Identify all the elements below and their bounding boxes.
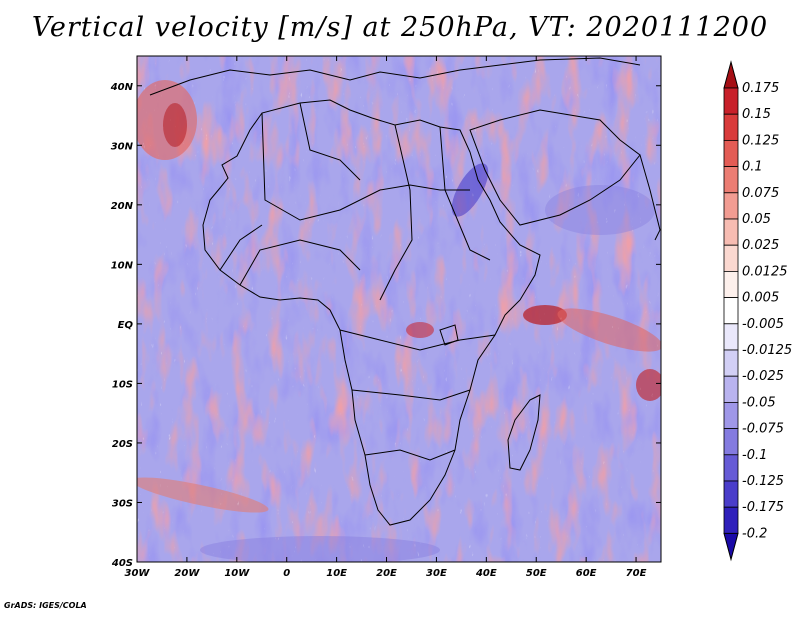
border-line (299, 102, 361, 181)
y-tick-label: 20N (111, 201, 134, 212)
colorbar-label: -0.2 (742, 526, 767, 541)
colorbar-segment (723, 401, 739, 429)
plot-frame (136, 55, 662, 563)
colorbar-label: -0.0125 (742, 343, 792, 358)
lake-victoria (439, 324, 459, 346)
y-tick-label: 10N (111, 260, 134, 271)
colorbar-segment (723, 506, 739, 534)
grads-credit: GrADS: IGES/COLA (4, 601, 87, 610)
colorbar-label: 0.025 (742, 238, 779, 253)
colorbar-label: 0.1 (742, 160, 763, 175)
y-tick-label: EQ (118, 320, 134, 331)
colorbar-label: 0.175 (742, 81, 779, 96)
colorbar-segment (723, 139, 739, 167)
x-tick-label: 20W (174, 568, 200, 579)
colorbar-label: -0.005 (742, 317, 784, 332)
colorbar-segment (723, 113, 739, 141)
x-tick-label: 30E (426, 568, 447, 579)
x-tick-label: 20E (376, 568, 397, 579)
border-line (261, 112, 470, 221)
border-line (239, 239, 361, 286)
colorbar-label: 0.15 (742, 107, 771, 122)
border-line (364, 449, 456, 461)
colorbar-bottom-arrow (723, 532, 739, 562)
colorbar-label: 0.075 (742, 186, 779, 201)
y-axis-labels: 40N 30N 20N 10N EQ 10S 20S 30S 40S (110, 82, 134, 569)
y-tick-label: 20S (112, 439, 133, 450)
colorbar-label: -0.075 (742, 422, 784, 437)
x-tick-label: 50E (526, 568, 547, 579)
colorbar-segment (723, 192, 739, 220)
y-tick-label: 30S (112, 498, 133, 509)
y-tick-label: 40N (110, 82, 134, 93)
border-line (351, 389, 471, 401)
colorbar-label: -0.025 (742, 369, 784, 384)
x-tick-label: 10W (224, 568, 250, 579)
x-tick-label: 70E (626, 568, 647, 579)
axis-ticks (136, 56, 661, 563)
border-line (219, 224, 263, 271)
y-tick-label: 10S (112, 379, 133, 390)
border-line (439, 126, 491, 261)
coastline-borders (149, 57, 661, 526)
colorbar-label: 0.05 (742, 212, 771, 227)
colorbar-segment (723, 323, 739, 351)
colorbar-segment (723, 375, 739, 403)
colorbar-segment (723, 454, 739, 482)
colorbar-segment (723, 270, 739, 298)
x-tick-label: 10E (326, 568, 347, 579)
x-tick-label: 0 (283, 568, 290, 579)
border-line (379, 124, 413, 301)
colorbar-segment (723, 218, 739, 246)
colorbar-segment (723, 428, 739, 456)
colorbar-segment (723, 349, 739, 377)
colorbar-segment (723, 244, 739, 272)
colorbar (723, 60, 739, 562)
colorbar-label: 0.0125 (742, 264, 788, 279)
colorbar-segment (723, 480, 739, 508)
arabia (469, 109, 641, 226)
colorbar-segment (723, 166, 739, 194)
x-tick-label: 60E (576, 568, 597, 579)
colorbar-labels: 0.175 0.15 0.125 0.1 0.075 0.05 0.025 0.0125 0.0… (742, 81, 792, 541)
colorbar-label: -0.1 (742, 448, 767, 463)
colorbar-label: -0.125 (742, 474, 784, 489)
europe-coast (149, 57, 641, 96)
india-coast (639, 154, 661, 241)
colorbar-top-arrow (723, 60, 739, 89)
africa-coastline (202, 99, 541, 526)
y-tick-label: 40S (111, 558, 133, 569)
x-tick-label: 30W (125, 568, 151, 579)
x-axis-labels: 30W 20W 10W 0 10E 20E 30E 40E 50E 60E 70E (125, 568, 647, 579)
colorbar-segment (723, 297, 739, 325)
velocity-field (137, 56, 661, 562)
map-title: Vertical velocity [m/s] at 250hPa, VT: 2… (31, 12, 769, 43)
colorbar-label: 0.125 (742, 133, 779, 148)
border-line (339, 329, 496, 351)
colorbar-label: 0.005 (742, 291, 779, 306)
madagascar (507, 394, 541, 471)
colorbar-segment (723, 87, 739, 115)
x-tick-label: 40E (475, 568, 497, 579)
colorbar-label: -0.05 (742, 395, 776, 410)
y-tick-label: 30N (111, 141, 134, 152)
colorbar-label: -0.175 (742, 500, 784, 515)
